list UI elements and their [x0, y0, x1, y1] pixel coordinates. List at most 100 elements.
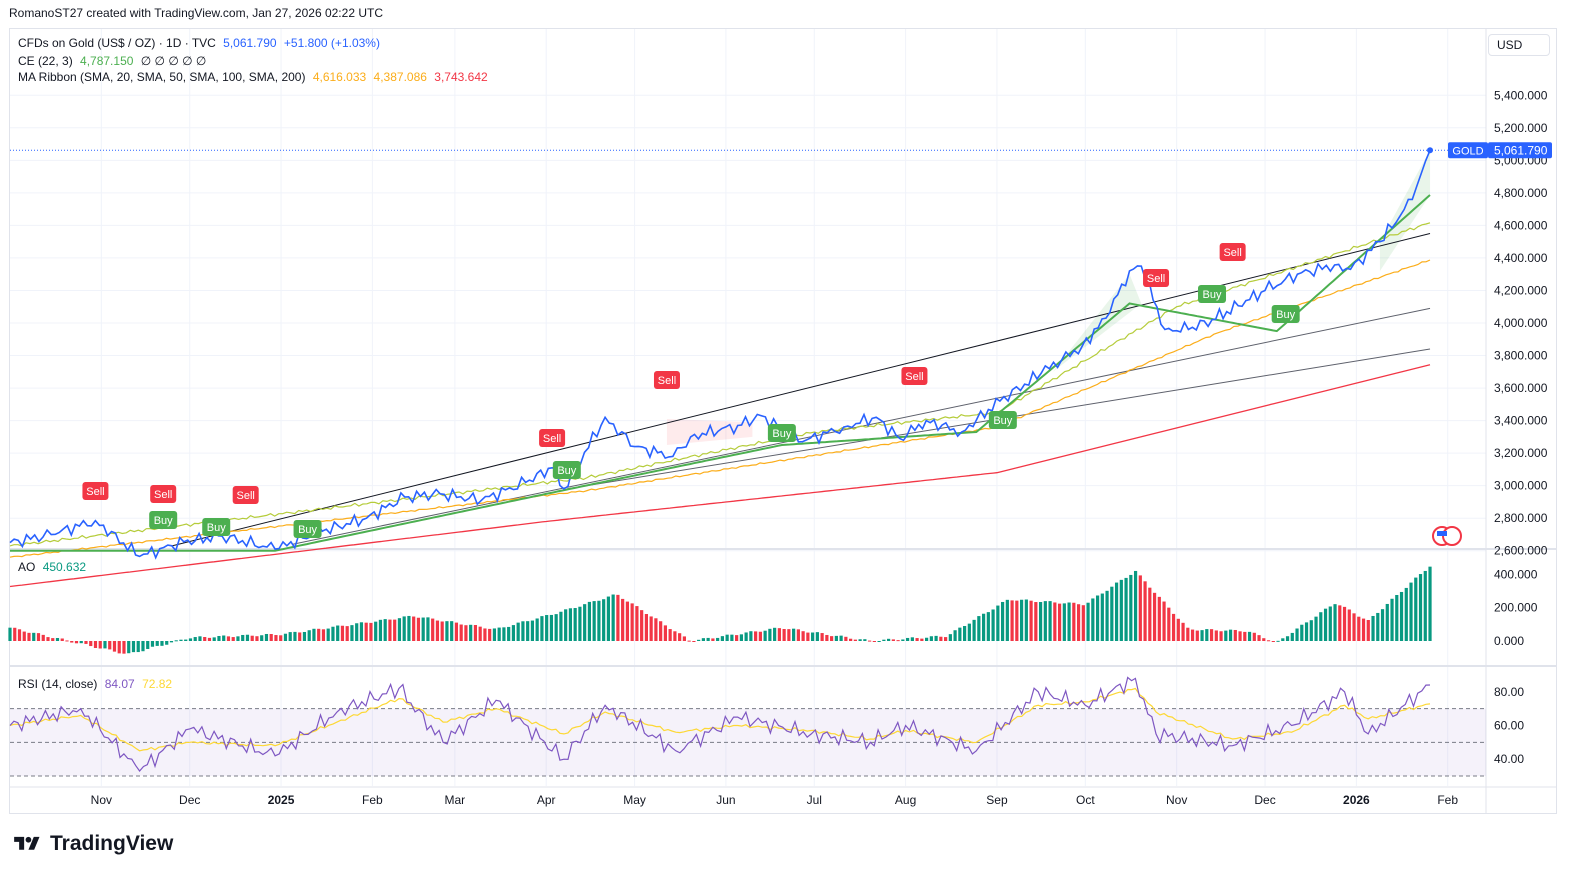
ao-bar — [426, 617, 430, 641]
time-tick-label: Dec — [179, 793, 200, 807]
price-axis[interactable]: 5,400.0005,200.0005,000.0004,800.0004,60… — [1494, 88, 1548, 557]
tradingview-logo-icon — [14, 836, 40, 850]
time-tick-label: Jun — [716, 793, 735, 807]
ao-bar — [1157, 596, 1161, 641]
ao-bar — [578, 606, 582, 641]
rsi-axis[interactable]: 80.00 60.00 40.00 — [1494, 685, 1524, 766]
ao-bar — [283, 633, 288, 641]
ao-bar — [340, 625, 345, 641]
ao-bar — [27, 632, 31, 641]
ao-bar — [174, 640, 178, 642]
ao-axis[interactable]: 400.000 200.000 0.000 — [1494, 567, 1538, 648]
ao-bar — [127, 641, 131, 654]
ao-bar — [1304, 622, 1309, 641]
ao-bar — [1290, 632, 1294, 641]
ao-bar — [1076, 604, 1081, 641]
sell-signal: Sell — [901, 367, 928, 385]
tradingview-brand[interactable]: TradingView — [10, 832, 173, 856]
ao-bar — [830, 636, 834, 641]
ao-bar — [1081, 605, 1085, 641]
ao-bar — [364, 622, 368, 641]
ao-legend[interactable]: AO 450.632 — [18, 560, 90, 574]
time-tick-label: Aug — [895, 793, 916, 807]
signal-label: Buy — [1276, 309, 1295, 321]
ao-bar — [725, 634, 729, 641]
trend-line-steep — [171, 233, 1431, 547]
ao-bar — [716, 637, 720, 641]
ao-bar — [981, 613, 986, 641]
ao-histogram — [8, 566, 1432, 654]
ao-bar — [925, 637, 929, 641]
ao-bar — [1357, 616, 1361, 641]
signal-label: Buy — [1203, 289, 1222, 301]
signal-label: Sell — [658, 375, 676, 387]
ao-bar — [279, 635, 283, 641]
ma-ribbon-legend[interactable]: MA Ribbon (SMA, 20, SMA, 50, SMA, 100, S… — [18, 70, 492, 84]
ao-tick-label: 400.000 — [1494, 567, 1538, 581]
ao-bar — [203, 637, 207, 641]
ao-bar — [858, 639, 862, 641]
ao-bar — [939, 636, 943, 641]
ao-bar — [1148, 587, 1152, 641]
ao-bar — [773, 627, 777, 641]
time-axis[interactable]: Nov Dec 2025 Feb Mar Apr May Jun Jul Aug Sep Oct Nov… — [91, 793, 1459, 807]
ao-bar — [1162, 601, 1166, 641]
signal-labels: Sell Sell Sell Buy Buy Buy Sell Buy Sell Buy Sell B… — [82, 243, 1300, 538]
time-tick-label: Nov — [91, 793, 112, 807]
ao-bar — [1271, 641, 1275, 642]
signal-box — [1219, 243, 1246, 261]
ao-bar — [825, 634, 829, 641]
sell-signal: Sell — [539, 429, 566, 447]
rsi-ma-value: 72.82 — [142, 677, 173, 691]
ao-bar — [226, 636, 231, 641]
ao-bar — [687, 640, 691, 642]
ao-bar — [1095, 595, 1100, 641]
ao-bar — [1262, 638, 1266, 641]
ao-bar — [663, 625, 667, 641]
ao-bar — [1385, 603, 1389, 641]
trend-lines[interactable] — [171, 233, 1431, 547]
ao-bar — [1224, 630, 1228, 641]
signal-box — [1271, 305, 1300, 323]
ao-bar — [958, 627, 962, 641]
time-tick-label: Sep — [986, 793, 1008, 807]
currency-unit-button[interactable]: USD — [1488, 34, 1550, 56]
ao-bar — [1323, 608, 1328, 641]
ao-bar — [640, 610, 644, 641]
flag-blue — [1437, 531, 1447, 536]
rsi-legend[interactable]: RSI (14, close) 84.07 72.82 — [18, 677, 176, 691]
ao-bar — [682, 636, 686, 641]
rsi-ma-line — [9, 687, 1431, 752]
ao-bar — [1428, 566, 1432, 641]
ao-bar — [668, 629, 672, 641]
ao-bar — [1043, 601, 1047, 641]
rsi-label: RSI (14, close) — [18, 677, 98, 691]
ao-bar — [872, 641, 876, 642]
ao-bar — [13, 627, 17, 641]
last-price-tag: 5,061.790 — [1488, 142, 1552, 159]
ao-bar — [1181, 622, 1185, 641]
sma20-line — [9, 222, 1431, 547]
ao-bar — [1347, 609, 1351, 641]
ao-bar — [250, 635, 254, 641]
sell-signal: Sell — [1219, 243, 1246, 261]
ao-bar — [1314, 616, 1318, 641]
ao-bar — [440, 621, 444, 641]
ao-bar — [934, 635, 938, 641]
ao-bar — [1285, 636, 1290, 641]
ao-bar — [616, 594, 620, 641]
ao-bar — [84, 641, 88, 644]
time-tick-label: 2025 — [268, 793, 295, 807]
ao-value: 450.632 — [42, 560, 87, 574]
ao-bar — [407, 615, 411, 641]
ao-bar — [1366, 619, 1370, 641]
ao-bar — [450, 621, 454, 641]
last-price-value: 5,061.790 — [223, 36, 277, 50]
ao-bar — [583, 604, 587, 641]
rsi-pane — [9, 676, 1486, 777]
main-legend[interactable]: CFDs on Gold (US$ / OZ) · 1D · TVC 5,061… — [18, 36, 384, 50]
ao-bar — [1005, 599, 1009, 641]
ce-legend[interactable]: CE (22, 3) 4,787.150 ∅ ∅ ∅ ∅ ∅ — [18, 54, 210, 68]
signal-box — [767, 424, 796, 442]
